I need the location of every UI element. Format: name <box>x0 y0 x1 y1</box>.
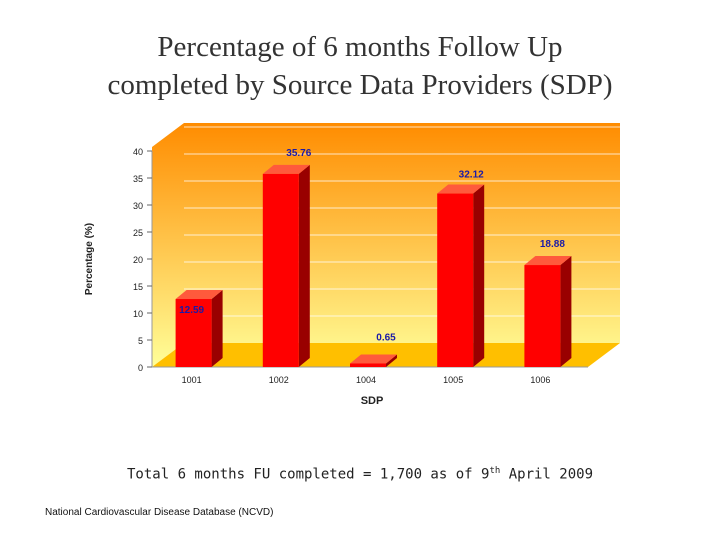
y-tick-label-10: 10 <box>133 309 143 319</box>
bar-front-1002 <box>262 173 299 367</box>
bar-top-1002 <box>262 164 310 174</box>
bar-front-1005 <box>437 193 474 367</box>
chart-title: Percentage of 6 months Follow Up complet… <box>0 28 720 104</box>
y-tick-label-30: 30 <box>133 201 143 211</box>
value-label-1005: 32.12 <box>459 170 484 181</box>
y-tick-label-0: 0 <box>138 363 143 373</box>
title-line-2: completed by Source Data Providers (SDP) <box>107 69 613 101</box>
y-tick-label-20: 20 <box>133 255 143 265</box>
bar-top-1006 <box>524 256 572 266</box>
bar-1004 <box>350 354 397 367</box>
bar-1006 <box>524 256 572 367</box>
x-tick-label-1005: 1005 <box>443 375 463 385</box>
y-tick-label-15: 15 <box>133 282 143 292</box>
bar-1001 <box>175 290 223 367</box>
bar-front-1004 <box>350 363 386 367</box>
y-tick-label-25: 25 <box>133 228 143 238</box>
bar-top-1004 <box>350 354 397 364</box>
footnote-sup: th <box>489 466 501 476</box>
value-label-1004: 0.65 <box>376 332 396 343</box>
x-tick-label-1004: 1004 <box>356 375 376 385</box>
footnote: Total 6 months FU completed = 1,700 as o… <box>0 466 720 483</box>
x-axis-title: SDP <box>361 395 384 407</box>
x-tick-label-1001: 1001 <box>182 375 202 385</box>
y-tick-label-5: 5 <box>138 336 143 346</box>
footnote-main: Total 6 months FU completed = 1,700 as o… <box>127 466 490 483</box>
y-axis-title: Percentage (%) <box>84 223 95 295</box>
x-tick-label-1002: 1002 <box>269 375 289 385</box>
value-label-1001: 12.59 <box>179 305 204 316</box>
bar-side-1002 <box>298 164 310 367</box>
bar-front-1006 <box>524 265 561 367</box>
title-line-1: Percentage of 6 months Follow Up <box>157 31 563 63</box>
bar-top-1005 <box>437 184 485 194</box>
axes: 0 5 10 15 20 25 30 35 40 Percentage (%) SDP <box>84 147 588 407</box>
y-tick-label-35: 35 <box>133 174 143 184</box>
bar-side-1006 <box>560 256 572 367</box>
x-tick-label-1006: 1006 <box>530 375 550 385</box>
bar-side-1004 <box>386 354 397 367</box>
source-credit: National Cardiovascular Disease Database… <box>45 507 274 518</box>
footnote-tail: April 2009 <box>500 466 593 483</box>
bar-front-1001 <box>175 299 212 367</box>
y-tick-label-40: 40 <box>133 147 143 157</box>
value-label-1006: 18.88 <box>540 239 565 250</box>
bar-side-1005 <box>473 184 485 367</box>
labels: 1001 12.59 1002 35.76 1004 0.65 1005 32.12 1006 1… <box>179 148 565 385</box>
bar-side-1001 <box>211 290 223 367</box>
value-label-1002: 35.76 <box>286 148 311 159</box>
bar-top-1001 <box>175 290 223 300</box>
bar-1005 <box>437 184 485 367</box>
bar-1002 <box>262 164 310 367</box>
bars <box>175 164 572 367</box>
